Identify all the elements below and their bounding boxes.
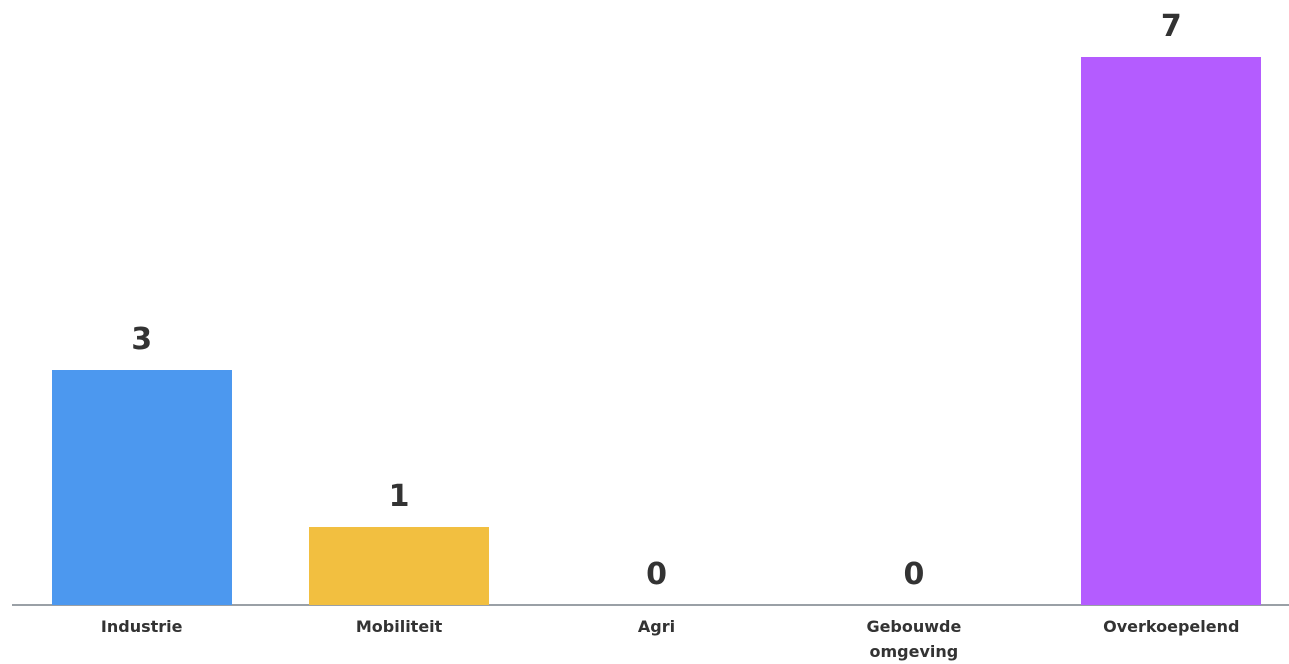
value-label: 0 (646, 557, 667, 592)
x-tick-label: Mobiliteit (355, 617, 443, 636)
value-label: 1 (388, 478, 410, 514)
value-label: 3 (131, 322, 153, 358)
x-tick-label: Gebouwde omgeving (866, 617, 962, 661)
value-label: 7 (1160, 9, 1182, 44)
x-tick-label: Overkoepelend (1103, 617, 1240, 636)
value-label: 0 (903, 557, 925, 592)
bar (1081, 57, 1262, 605)
bar (51, 370, 232, 605)
bar (309, 526, 490, 605)
x-tick-label: Industrie (100, 617, 183, 636)
x-axis-line (12, 604, 1289, 606)
x-tick-label: Agri (637, 617, 676, 636)
